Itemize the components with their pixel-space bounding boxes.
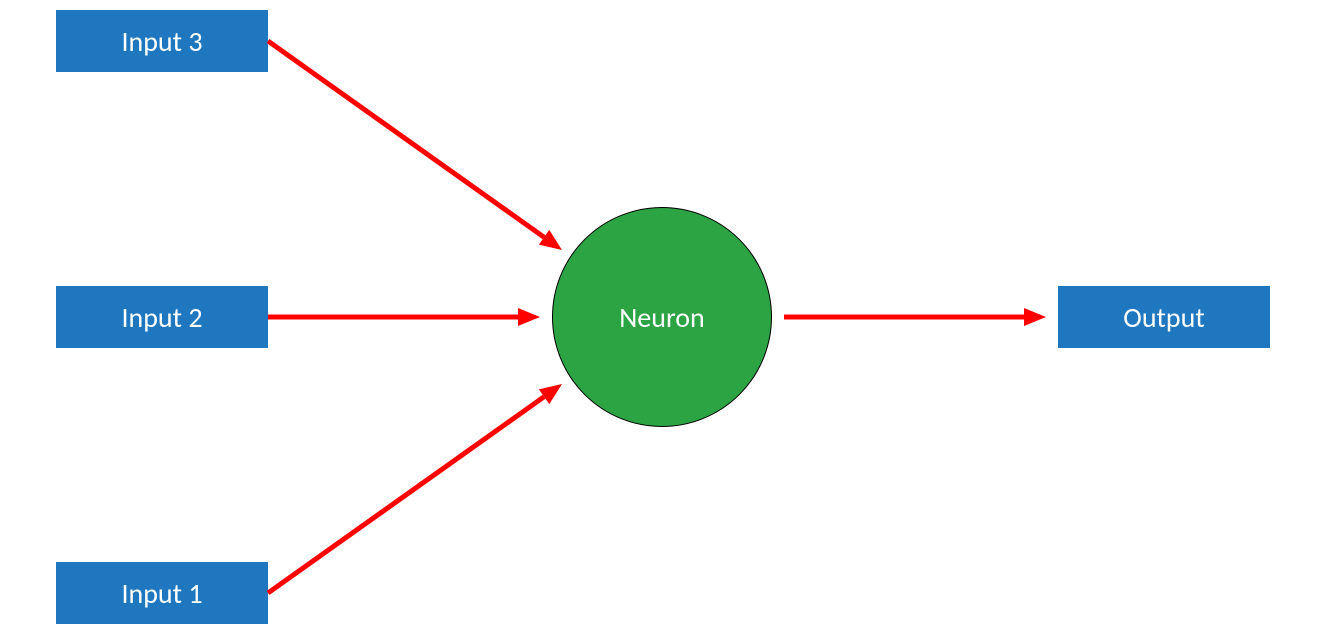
edge-arrowhead bbox=[539, 230, 562, 250]
output-box: Output bbox=[1058, 286, 1270, 348]
input-3-box: Input 3 bbox=[56, 10, 268, 72]
input-1-label: Input 1 bbox=[121, 576, 202, 611]
edge-arrowhead bbox=[1024, 308, 1046, 326]
edge-line bbox=[268, 41, 544, 237]
input-3-label: Input 3 bbox=[121, 24, 202, 59]
neuron-label: Neuron bbox=[619, 300, 705, 335]
input-2-box: Input 2 bbox=[56, 286, 268, 348]
input-1-box: Input 1 bbox=[56, 562, 268, 624]
output-label: Output bbox=[1123, 300, 1204, 335]
input-2-label: Input 2 bbox=[121, 300, 202, 335]
edge-line bbox=[268, 397, 544, 593]
neuron-node: Neuron bbox=[552, 207, 772, 427]
edge-arrowhead bbox=[539, 384, 562, 404]
edge-arrowhead bbox=[518, 308, 540, 326]
